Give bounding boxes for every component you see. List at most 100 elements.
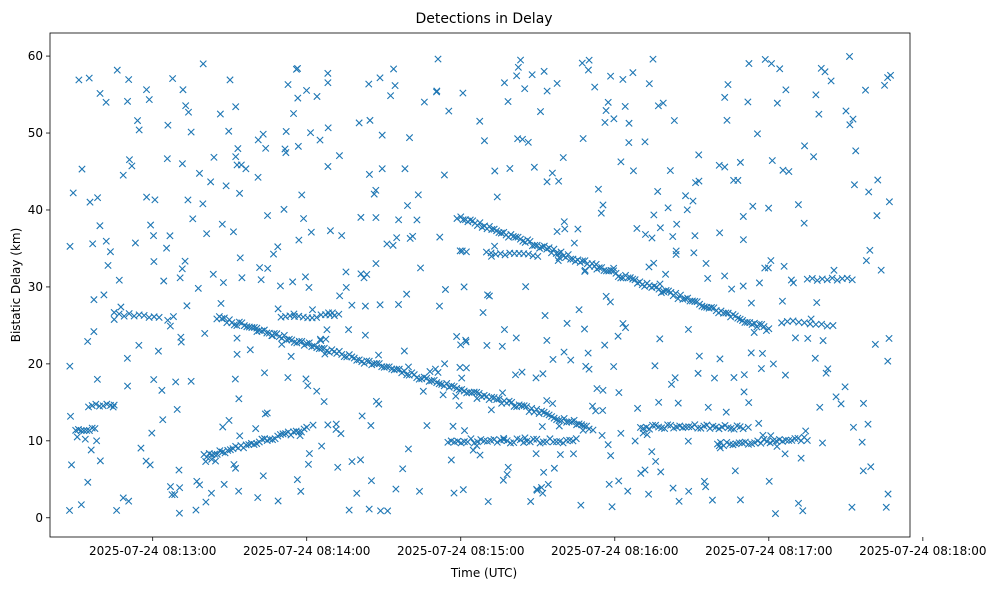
clutter-point	[661, 270, 670, 278]
clutter-point	[473, 394, 481, 403]
clutter-point	[759, 431, 767, 439]
clutter-point	[561, 225, 569, 233]
clutter-point	[555, 254, 563, 262]
clutter-point	[376, 74, 384, 82]
clutter-point	[652, 457, 660, 466]
clutter-point	[773, 99, 781, 107]
clutter-point	[538, 423, 546, 431]
clutter-point	[367, 477, 376, 485]
clutter-point	[615, 477, 623, 485]
clutter-point	[431, 365, 440, 373]
clutter-point	[372, 397, 380, 405]
clutter-point	[456, 247, 464, 255]
clutter-point	[322, 335, 330, 343]
clutter-point	[164, 121, 172, 129]
clutter-point	[456, 363, 464, 371]
clutter-point	[73, 433, 81, 441]
clutter-point	[229, 228, 238, 236]
clutter-point	[767, 432, 775, 440]
clutter-point	[518, 368, 526, 376]
clutter-point	[758, 349, 767, 358]
clutter-point	[183, 302, 191, 310]
clutter-point	[842, 107, 850, 115]
track-point-descending-long	[395, 365, 403, 373]
clutter-point	[459, 89, 467, 97]
clutter-point	[570, 239, 578, 247]
track-point-descending-long	[305, 339, 313, 347]
track-point-descending-long	[363, 357, 371, 365]
clutter-point	[592, 407, 600, 415]
track-point-descending-long	[575, 420, 583, 428]
clutter-point	[702, 259, 710, 268]
track-point-low-flat-far-right	[754, 437, 762, 445]
track-point-low-flat-mid	[539, 438, 547, 446]
clutter-point	[142, 86, 151, 94]
clutter-point	[669, 232, 677, 241]
clutter-point	[353, 489, 361, 497]
clutter-point	[818, 439, 827, 447]
clutter-point	[865, 188, 873, 196]
clutter-point	[169, 313, 178, 321]
clutter-point	[832, 393, 840, 401]
clutter-point	[585, 365, 593, 373]
clutter-point	[401, 165, 409, 173]
clutter-point	[528, 71, 536, 79]
clutter-point	[143, 193, 151, 201]
clutter-point	[518, 135, 527, 143]
clutter-point	[306, 129, 315, 137]
track-point-short-right-2	[817, 320, 826, 328]
clutter-point	[342, 268, 350, 276]
clutter-point	[804, 334, 812, 343]
clutter-point	[348, 457, 356, 466]
track-point-descending-long	[303, 340, 311, 348]
clutter-point	[296, 432, 304, 440]
clutter-point	[274, 243, 282, 251]
clutter-point	[691, 232, 699, 240]
clutter-point	[320, 397, 328, 406]
clutter-point	[318, 442, 326, 450]
clutter-point	[768, 156, 776, 165]
clutter-point	[885, 334, 893, 343]
clutter-point	[199, 60, 207, 68]
clutter-point	[405, 134, 414, 142]
clutter-point	[383, 240, 391, 248]
track-point-low-rising-left	[258, 435, 266, 443]
clutter-point	[755, 419, 763, 427]
clutter-point	[67, 461, 76, 469]
clutter-point	[695, 352, 703, 360]
clutter-point	[441, 285, 450, 294]
clutter-point	[674, 399, 682, 407]
clutter-point	[445, 107, 453, 115]
clutter-point	[282, 127, 290, 136]
clutter-point	[264, 264, 272, 273]
track-point-descending-long	[298, 337, 306, 345]
clutter-point	[365, 505, 373, 513]
clutter-point	[274, 497, 282, 505]
track-point-descending-long	[263, 329, 271, 337]
y-axis-ticks: 0 10 20 30 40 50 60	[28, 49, 50, 525]
clutter-point	[335, 152, 344, 160]
track-point-descending-long	[353, 356, 361, 364]
clutter-point	[739, 236, 747, 244]
clutter-point	[715, 442, 723, 450]
clutter-point	[131, 239, 139, 247]
clutter-point	[791, 334, 800, 342]
clutter-point	[290, 310, 298, 318]
clutter-point	[579, 426, 587, 434]
clutter-point	[673, 220, 681, 228]
clutter-point	[313, 387, 321, 395]
clutter-point	[86, 198, 94, 206]
clutter-point	[745, 398, 753, 407]
track-point-short-right-2	[812, 320, 820, 329]
clutter-point	[560, 348, 568, 356]
clutter-point	[521, 434, 529, 442]
clutter-point	[233, 334, 241, 342]
clutter-point	[262, 144, 270, 152]
clutter-point	[633, 224, 641, 233]
track-point-descending-long	[580, 422, 588, 430]
clutter-point	[648, 234, 656, 242]
clutter-point	[553, 79, 561, 88]
clutter-point	[231, 464, 240, 472]
clutter-point	[147, 221, 155, 229]
clutter-point	[476, 451, 484, 459]
